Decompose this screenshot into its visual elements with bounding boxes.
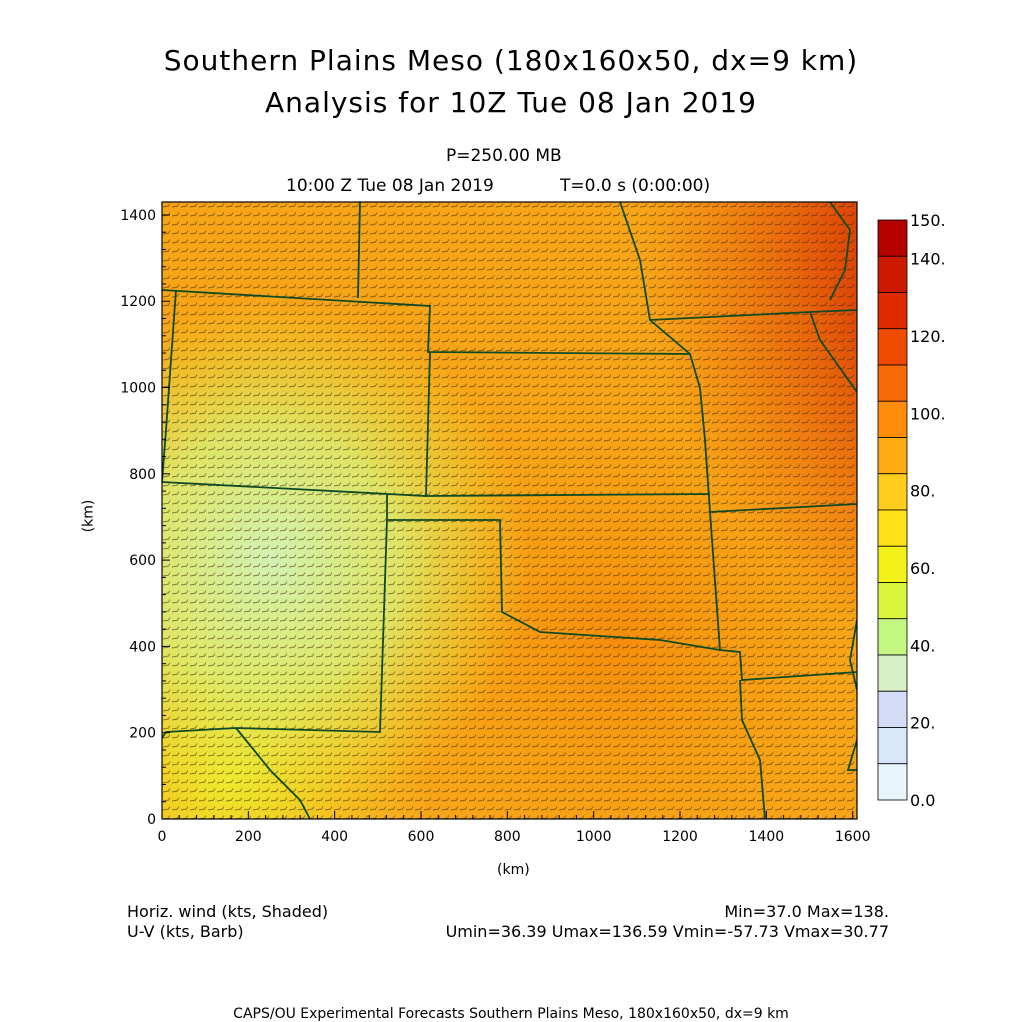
y-tick-label: 800 [129,467,156,483]
x-axis-label: (km) [497,862,530,878]
x-tick-label: 800 [494,829,521,845]
colorbar-bin [877,364,908,402]
y-axis-label: (km) [80,499,97,533]
valid-time-label: 10:00 Z Tue 08 Jan 2019 [286,176,494,196]
colorbar-bin [877,690,908,728]
colorbar-bin [877,400,908,438]
uv-stats-label: Umin=36.39 Umax=136.59 Vmin=-57.73 Vmax=… [445,922,889,941]
x-tick-label: 1600 [835,829,871,845]
colorbar-bin [877,219,908,257]
plot-frame [161,201,858,820]
x-tick-label: 200 [235,829,262,845]
colorbar-label: 0.0 [910,791,935,810]
state-borders [162,202,857,819]
colorbar-bin [877,545,908,583]
footer-label: CAPS/OU Experimental Forecasts Southern … [233,1006,789,1022]
y-tick-label: 1400 [120,208,156,224]
colorbar-bin [877,509,908,547]
integration-time-label: T=0.0 s (0:00:00) [560,176,711,196]
colorbar-bin [877,292,908,330]
y-tick-labels: 0 200 400 600 800 1000 1200 1400 [120,208,156,828]
colorbar-bin [877,473,908,511]
x-tick-label: 1200 [662,829,698,845]
wind-speed-shading [162,202,857,819]
x-tick-labels: 0 200 400 600 800 1000 1200 1400 1600 [158,829,871,845]
colorbar-bin [877,654,908,692]
colorbar [877,219,908,801]
x-tick-label: 0 [158,829,167,845]
colorbar-label: 150. [910,211,946,230]
y-tick-label: 0 [147,812,156,828]
vector-legend-label: U-V (kts, Barb) [127,922,244,941]
y-tick-label: 1200 [120,294,156,310]
colorbar-label: 60. [910,559,935,578]
colorbar-label: 100. [910,404,946,423]
colorbar-labels: 150. 140. 120. 100. 80. 60. 40. 20. 0.0 [910,211,946,810]
min-max-label: Min=37.0 Max=138. [724,902,889,921]
x-tick-label: 1400 [749,829,785,845]
y-tick-label: 600 [129,553,156,569]
axis-ticks [161,214,854,820]
colorbar-label: 20. [910,714,935,733]
colorbar-bin [877,727,908,765]
title-line-2: Analysis for 10Z Tue 08 Jan 2019 [265,86,757,119]
colorbar-label: 140. [910,250,946,269]
x-tick-label: 400 [321,829,348,845]
y-tick-label: 400 [129,639,156,655]
y-tick-label: 1000 [120,381,156,397]
colorbar-bin [877,618,908,656]
colorbar-bin [877,437,908,475]
colorbar-bin [877,763,908,801]
y-tick-label: 200 [129,726,156,742]
colorbar-label: 40. [910,636,935,655]
x-tick-label: 1000 [576,829,612,845]
colorbar-label: 120. [910,327,946,346]
colorbar-bin [877,328,908,366]
field-legend-label: Horiz. wind (kts, Shaded) [127,902,329,921]
colorbar-bin [877,582,908,620]
pressure-level-label: P=250.00 MB [446,146,562,166]
colorbar-bin [877,255,908,293]
x-tick-label: 600 [408,829,435,845]
colorbar-label: 80. [910,482,935,501]
title-line-1: Southern Plains Meso (180x160x50, dx=9 k… [163,44,859,77]
